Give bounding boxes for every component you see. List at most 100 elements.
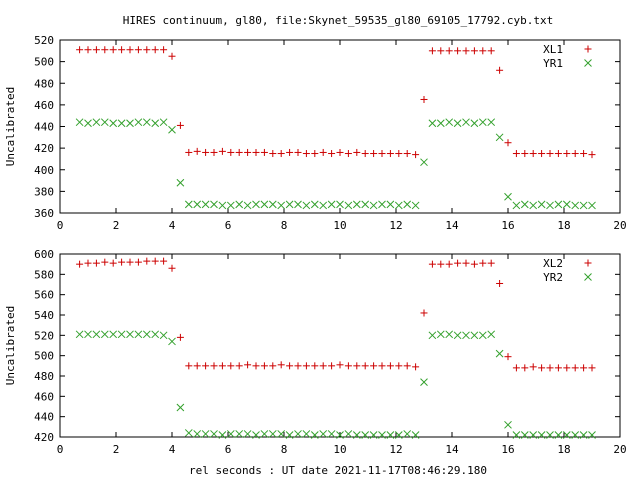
y-tick-label: 420	[34, 431, 54, 444]
data-point	[386, 150, 394, 158]
data-point	[235, 430, 244, 438]
data-point	[336, 361, 344, 369]
data-point	[554, 364, 562, 372]
data-point	[143, 46, 151, 54]
data-point	[193, 200, 202, 209]
data-point	[260, 430, 269, 438]
data-point	[436, 330, 445, 339]
data-point	[571, 201, 580, 210]
data-point	[512, 364, 520, 372]
series-xl2	[76, 257, 596, 372]
data-point	[151, 46, 159, 54]
data-point	[294, 148, 302, 156]
data-point	[336, 200, 344, 209]
data-point	[353, 148, 361, 156]
data-point	[562, 200, 571, 209]
data-point	[226, 430, 235, 438]
legend-label: YR2	[543, 271, 563, 284]
data-point	[370, 150, 378, 158]
data-point	[319, 362, 327, 370]
data-point	[168, 337, 176, 346]
data-point	[294, 200, 302, 209]
data-point	[244, 361, 252, 369]
y-axis-label: Uncalibrated	[4, 306, 17, 385]
legend-label: XL2	[543, 257, 563, 270]
y-tick-label: 540	[34, 309, 54, 322]
x-tick-label: 12	[389, 219, 402, 232]
data-point	[445, 260, 453, 268]
x-tick-label: 16	[501, 443, 514, 456]
y-tick-label: 360	[34, 207, 54, 220]
data-point	[420, 378, 428, 386]
data-point	[478, 331, 487, 340]
data-point	[176, 333, 184, 341]
data-point	[227, 148, 235, 156]
x-tick-label: 8	[281, 219, 288, 232]
data-point	[302, 362, 310, 370]
data-point	[538, 150, 546, 158]
x-tick-label: 6	[225, 443, 232, 456]
data-point	[185, 148, 193, 156]
data-point	[454, 47, 462, 55]
data-point	[403, 430, 412, 438]
data-point	[218, 362, 226, 370]
data-point	[160, 257, 168, 265]
data-point	[521, 364, 529, 372]
data-point	[588, 431, 596, 439]
data-point	[84, 46, 92, 54]
data-point	[210, 200, 218, 209]
data-point	[134, 330, 143, 339]
x-tick-label: 14	[445, 219, 459, 232]
data-point	[302, 201, 311, 210]
data-point	[580, 364, 588, 372]
data-point	[202, 362, 210, 370]
y-tick-label: 400	[34, 164, 54, 177]
data-point	[437, 260, 445, 268]
data-point	[252, 148, 260, 156]
data-point	[529, 150, 537, 158]
data-point	[286, 362, 294, 370]
data-point	[445, 47, 453, 55]
data-point	[310, 431, 319, 439]
data-point	[227, 362, 235, 370]
data-point	[210, 430, 218, 438]
data-point	[470, 260, 478, 268]
data-point	[487, 47, 495, 55]
data-point	[235, 362, 243, 370]
data-point	[109, 119, 118, 128]
data-point	[462, 259, 470, 267]
data-point	[546, 201, 554, 210]
data-point	[344, 362, 352, 370]
x-tick-label: 6	[225, 219, 232, 232]
data-point	[495, 349, 504, 358]
data-point	[75, 330, 84, 339]
data-point	[268, 430, 277, 438]
data-point	[563, 364, 571, 372]
chart-title: HIRES continuum, gl80, file:Skynet_59535…	[123, 14, 553, 27]
x-tick-label: 10	[333, 219, 346, 232]
data-point	[453, 119, 462, 128]
data-point	[411, 431, 420, 439]
data-point	[521, 150, 529, 158]
data-point	[185, 362, 193, 370]
data-point	[277, 430, 286, 438]
data-point	[437, 47, 445, 55]
data-point	[378, 200, 386, 209]
data-point	[168, 125, 176, 134]
data-point	[529, 431, 538, 439]
legend-label: YR1	[543, 57, 563, 70]
data-point	[579, 431, 588, 439]
data-point	[285, 431, 294, 439]
data-point	[546, 150, 554, 158]
data-point	[336, 431, 344, 439]
data-point	[361, 150, 369, 158]
data-point	[319, 148, 327, 156]
data-point	[454, 259, 462, 267]
x-tick-label: 2	[113, 443, 120, 456]
data-point	[311, 362, 319, 370]
data-point	[529, 201, 538, 210]
data-point	[235, 148, 243, 156]
data-point	[176, 403, 185, 412]
data-point	[210, 148, 218, 156]
y-tick-label: 560	[34, 289, 54, 302]
